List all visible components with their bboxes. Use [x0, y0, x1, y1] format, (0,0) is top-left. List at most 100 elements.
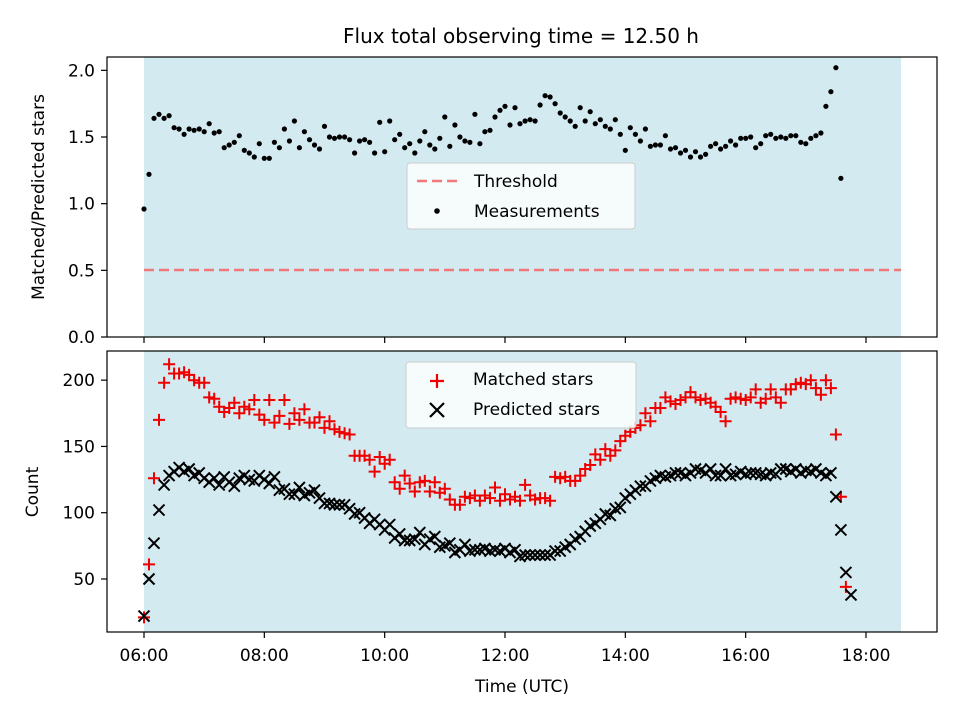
measurement-point: [427, 142, 433, 148]
measurement-point: [567, 118, 573, 124]
measurement-point: [432, 146, 438, 152]
matched-star-marker: [188, 374, 201, 387]
measurement-point: [517, 121, 523, 127]
measurement-point: [838, 175, 844, 181]
bottom-y-tick-label: 100: [63, 504, 95, 524]
matched-star-marker: [824, 382, 837, 395]
predicted-star-marker: [137, 609, 151, 623]
measurement-point: [477, 141, 483, 147]
measurement-point: [703, 151, 709, 157]
matched-star-marker: [248, 394, 261, 406]
predicted-star-marker: [533, 548, 547, 562]
matched-star-marker: [574, 469, 587, 482]
measurement-point: [402, 145, 408, 151]
measurement-point: [723, 143, 729, 149]
measurement-point: [347, 137, 353, 143]
matched-star-marker: [383, 453, 396, 466]
measurement-point: [211, 130, 217, 136]
measurement-point: [422, 129, 428, 135]
measurement-point: [286, 138, 292, 144]
legend-matched-label: Matched stars: [473, 370, 593, 390]
top-y-tick-label: 1.0: [68, 195, 95, 215]
bottom-legend-box: [405, 361, 637, 429]
measurement-point: [221, 145, 227, 151]
top-y-tick-label: 1.5: [68, 128, 95, 148]
measurement-point: [412, 150, 418, 156]
predicted-star-marker: [308, 483, 321, 497]
measurement-point: [216, 129, 222, 135]
figure-title: Flux total observing time = 12.50 h: [343, 24, 699, 48]
matched-star-marker: [418, 474, 431, 487]
measurement-point: [738, 135, 744, 141]
measurement-point: [407, 141, 413, 147]
measurement-point: [557, 110, 563, 116]
measurement-point: [803, 141, 809, 147]
predicted-stars-points: [137, 461, 858, 623]
predicted-star-marker: [634, 479, 647, 493]
matched-star-marker: [519, 478, 532, 491]
measurement-point: [191, 127, 197, 133]
measurement-point: [612, 117, 618, 123]
bottom-y-axis-label: Count: [23, 466, 43, 517]
predicted-star-marker: [508, 543, 522, 557]
measurement-point: [502, 103, 508, 109]
measurement-point: [146, 171, 152, 177]
matched-star-marker: [514, 494, 526, 507]
measurement-point: [467, 139, 473, 145]
matched-star-marker: [443, 493, 456, 506]
matched-star-marker: [744, 391, 757, 404]
matched-star-marker: [288, 407, 301, 420]
measurement-point: [186, 126, 192, 132]
matched-star-marker: [363, 453, 376, 466]
measurement-point: [728, 138, 734, 144]
matched-star-marker: [403, 477, 416, 490]
legend-matched-swatch: [430, 374, 444, 388]
measurement-point: [437, 135, 443, 141]
predicted-star-marker: [333, 498, 346, 512]
measurement-point: [352, 150, 358, 156]
matched-star-marker: [398, 469, 411, 482]
matched-star-marker: [143, 558, 155, 571]
predicted-star-marker: [468, 543, 482, 557]
legend-predicted-label: Predicted stars: [473, 400, 600, 420]
measurement-point: [642, 126, 649, 132]
measurement-point: [231, 139, 237, 145]
predicted-star-marker: [538, 548, 552, 562]
top-y-tick-label: 0.0: [68, 328, 95, 348]
measurement-point: [246, 150, 252, 156]
predicted-star-marker: [604, 509, 617, 522]
matched-star-marker: [278, 394, 291, 406]
top-y-ticks: 0.0 0.5 1.0 1.5 2.0: [68, 61, 107, 348]
matched-star-marker: [258, 413, 271, 426]
measurement-point: [321, 123, 328, 129]
matched-star-marker: [453, 498, 466, 511]
measurement-point: [397, 131, 403, 137]
measurement-point: [552, 101, 558, 107]
measurement-point: [773, 135, 779, 141]
matched-stars-points: [138, 358, 852, 624]
legend-threshold-label: Threshold: [473, 172, 558, 192]
measurement-point: [176, 126, 182, 132]
matched-star-marker: [484, 492, 496, 505]
measurement-point: [828, 89, 834, 95]
measurement-point: [733, 142, 739, 148]
measurement-point: [677, 150, 684, 156]
measurement-point: [196, 126, 202, 132]
top-legend: Threshold Measurements: [406, 162, 636, 230]
measurement-point: [141, 206, 147, 212]
matched-star-marker: [609, 444, 622, 457]
predicted-star-marker: [614, 501, 627, 514]
measurement-point: [301, 129, 307, 135]
bottom-x-tick-label: 18:00: [842, 646, 891, 666]
matched-star-marker: [313, 411, 326, 424]
measurement-point: [758, 141, 764, 147]
measurement-point: [697, 154, 704, 160]
matched-star-marker: [268, 416, 281, 429]
matched-star-marker: [373, 451, 386, 463]
matched-star-marker: [478, 489, 491, 502]
measurement-point: [447, 143, 453, 149]
measurement-point: [342, 134, 348, 140]
top-panel: 0.00.51.01.52.0 Matched/Predicted stars …: [29, 56, 938, 348]
matched-star-marker: [343, 428, 356, 441]
